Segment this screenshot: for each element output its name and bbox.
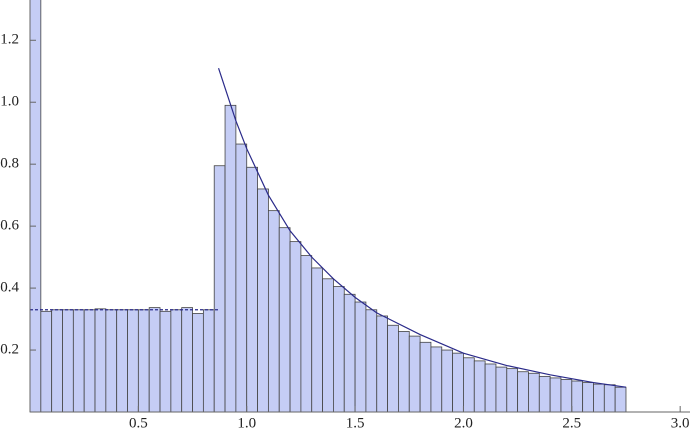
bar (538, 375, 551, 413)
bar (62, 309, 74, 413)
bar (235, 143, 248, 413)
bar (463, 357, 475, 413)
bar (213, 165, 226, 413)
bar (603, 384, 616, 413)
bar (267, 210, 280, 413)
bar (246, 166, 258, 413)
x-tick-label: 3.0 (671, 415, 690, 431)
y-tick-label: 0.2 (0, 341, 19, 357)
y-tick-label: 0.8 (0, 156, 19, 172)
bar (94, 308, 107, 413)
y-tick-label: 0.4 (0, 280, 19, 296)
x-tick-label: 2.5 (562, 415, 581, 431)
bar (376, 315, 388, 413)
bar (484, 363, 497, 413)
bar (51, 309, 63, 413)
bar (452, 352, 464, 413)
bar (105, 309, 118, 413)
bar (224, 104, 237, 413)
bar (419, 341, 432, 413)
bar (289, 241, 302, 413)
plot-area (29, 0, 627, 413)
bar (582, 382, 594, 413)
bar (322, 278, 334, 413)
y-tick-label: 1.0 (0, 94, 19, 110)
x-tick-label: 1.0 (237, 415, 256, 431)
bar (528, 372, 540, 413)
bar (116, 309, 128, 413)
bar (387, 324, 399, 413)
bar (257, 188, 269, 413)
curve (217, 67, 627, 388)
x-tick-label: 1.5 (346, 415, 365, 431)
bar (398, 331, 410, 413)
bar (300, 255, 313, 413)
bar (441, 349, 454, 413)
bar (408, 335, 421, 413)
bar (430, 346, 443, 413)
bar (343, 293, 356, 413)
bar (593, 383, 605, 413)
bar (517, 371, 529, 413)
bar (127, 309, 139, 413)
bar (72, 309, 85, 413)
x-tick-label: 0.5 (129, 415, 148, 431)
x-tick-label: 2.0 (454, 415, 473, 431)
bar (148, 307, 161, 413)
bar (473, 360, 486, 413)
y-tick-label: 1.2 (0, 32, 19, 48)
bar (278, 227, 291, 413)
bar (549, 377, 562, 413)
bar (202, 309, 215, 413)
bar (181, 307, 193, 413)
bar (354, 301, 367, 413)
bar (495, 366, 508, 413)
bar (571, 380, 584, 413)
y-tick-label: 0.6 (0, 218, 19, 234)
bar (365, 309, 378, 413)
bar (560, 379, 573, 413)
bar (614, 386, 627, 413)
bar (159, 310, 172, 413)
bar (170, 309, 183, 413)
bar (192, 313, 204, 413)
bar (83, 309, 96, 413)
bar (333, 286, 345, 413)
bar (311, 267, 323, 413)
bar (506, 368, 519, 413)
bar (137, 309, 150, 413)
bar (40, 310, 53, 413)
